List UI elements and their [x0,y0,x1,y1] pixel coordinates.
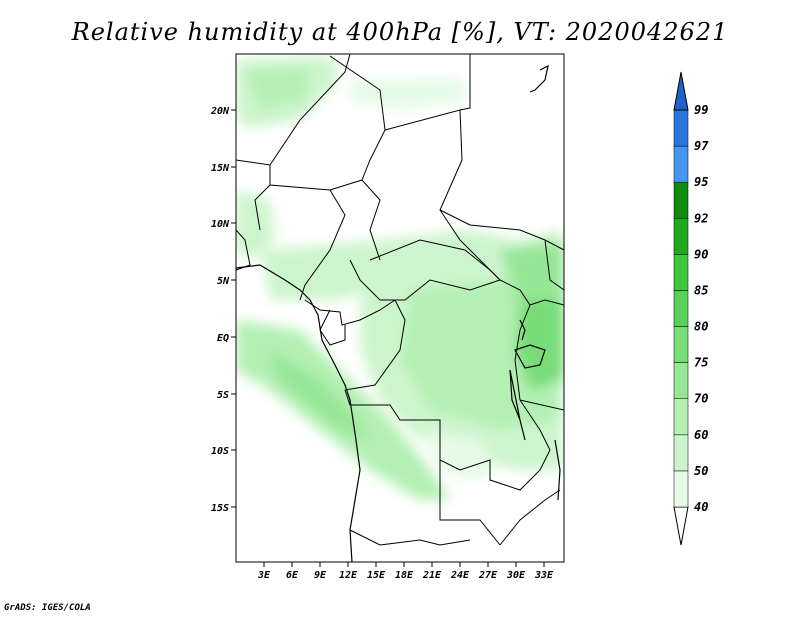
border-zambia-east [499,489,561,546]
colorbar-segment [673,181,689,219]
colorbar-label: 50 [694,464,708,478]
colorbar-segment [673,398,689,436]
lon-label: 15E [367,570,386,581]
colorbar-segment [673,145,689,183]
border-drc-angola [344,389,551,491]
colorbar-lower-extension [673,506,689,546]
lat-label: 15S [211,503,229,514]
map-title: Relative humidity at 400hPa [%], VT: 202… [71,18,729,46]
colorbar-segment [673,254,689,291]
border-angola-namibia [349,529,471,546]
colorbar-label: 85 [694,283,708,297]
lake-victoria [514,344,546,369]
border-south-sudan [439,209,564,251]
border-drc-east [499,279,551,451]
border-egypt-sudan [459,54,471,111]
lon-label: 3E [257,570,271,581]
coastline-red-sea [529,64,549,93]
lake-malawi [554,439,561,501]
lat-axis: 20N 15N 10N 5N EQ 5S 10S 15S [210,106,236,514]
border-libya-chad [329,55,386,181]
colorbar-label: 92 [694,211,708,225]
border-angola-zambia [439,460,501,546]
border-gabon [319,309,346,346]
border-tanzania [519,399,564,411]
colorbar-label: 80 [694,320,708,334]
lat-label: 5N [217,276,230,287]
border-kenya [544,239,564,291]
colorbar-segment [673,109,689,147]
humidity-area-east-core [500,240,564,310]
colorbar-segment [673,362,689,399]
coastline [236,64,561,562]
colorbar-label: 97 [694,139,709,153]
colorbar-label: 90 [694,247,708,261]
border-uganda [529,299,564,306]
colorbar-label: 60 [694,428,708,442]
lat-label: 20N [210,106,230,117]
lon-label: 18E [395,570,414,581]
lake-tanganyika [509,369,526,441]
lon-label: 30E [506,570,526,581]
lat-label: EQ [217,333,229,344]
humidity-shading [236,56,564,500]
colorbar-segment [673,290,689,327]
colorbar-label: 40 [694,500,708,514]
border-congo-drc [344,299,406,391]
colorbar-segment [673,470,689,508]
colorbar-segment [673,218,689,255]
lon-axis: 3E 6E 9E 12E 15E 18E 21E 24E 27E 30E 33E [257,562,554,581]
colorbar-label: 99 [694,103,708,117]
humidity-area-north-east [350,78,470,110]
lat-label: 15N [211,163,230,174]
lat-label: 10N [211,219,230,230]
lat-label: 10S [211,446,229,457]
lon-label: 33E [534,570,554,581]
border-libya-south [236,54,351,166]
border-niger-nigeria [254,184,271,231]
border-cameroon-congo [304,299,396,326]
colorbar-segment [673,434,689,472]
grads-credit: GrADS: IGES/COLA [4,603,91,613]
lon-label: 24E [450,570,470,581]
lon-label: 12E [339,570,358,581]
lon-label: 9E [314,570,327,581]
lat-label: 5S [217,390,229,401]
border-nigeria-cameroon [299,189,346,301]
country-borders [236,54,564,546]
colorbar-label: 75 [694,356,708,370]
humidity-area-ocean-core [270,350,370,440]
coastline-west-africa [236,264,361,562]
border-chad-sudan [384,109,501,281]
colorbar-label: 70 [694,392,708,406]
colorbar: 40 50 60 70 75 80 85 90 92 95 97 99 [673,71,709,546]
lon-label: 21E [422,570,442,581]
colorbar-upper-extension [673,71,689,111]
lake-kivu [519,319,526,341]
lon-label: 27E [478,570,498,581]
lon-label: 6E [286,570,299,581]
border-car [349,239,501,301]
map-frame [235,53,565,563]
colorbar-segment [673,326,689,363]
humidity-area-north-core [245,68,310,110]
colorbar-label: 95 [694,175,708,189]
